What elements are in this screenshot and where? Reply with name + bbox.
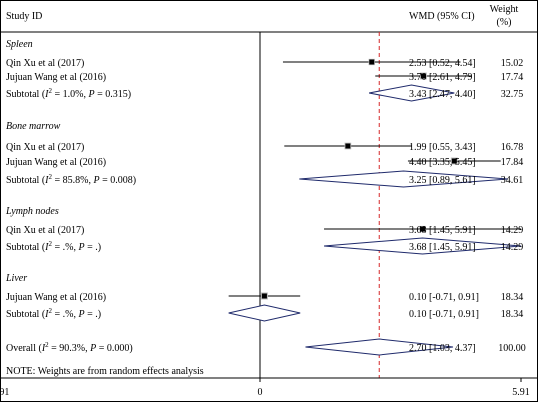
effect-ci: 0.10 [-0.71, 0.91] [409, 309, 479, 320]
subtotal-diamond [228, 304, 301, 322]
subgroup-title: Liver [5, 273, 27, 284]
effect-ci: 2.53 [0.52, 4.54] [409, 58, 476, 69]
subtotal-label: Subtotal (I2 = 85.8%, P = 0.008) [6, 173, 136, 186]
weight-value: 14.29 [501, 242, 524, 253]
effect-ci: 3.68 [1.45, 5.91] [409, 242, 476, 253]
point-estimate [451, 158, 457, 164]
overall-label: Overall (I2 = 90.3%, P = 0.000) [6, 341, 133, 354]
subgroup-title: Lymph nodes [5, 206, 59, 217]
header-weight-unit: (%) [497, 17, 512, 28]
overall-diamond [305, 338, 454, 356]
subtotal-diamond [299, 170, 508, 188]
study-label: Jujuan Wang et al (2016) [6, 157, 106, 168]
point-estimate [261, 293, 267, 299]
effect-ci: 1.99 [0.55, 3.43] [409, 142, 476, 153]
study-label: Qin Xu et al (2017) [6, 225, 84, 236]
weight-value: 14.29 [501, 225, 524, 236]
subtotal-diamond [368, 84, 455, 102]
weight-value: 15.02 [501, 58, 524, 69]
point-estimate [345, 143, 351, 149]
subtotal-diamond [323, 237, 522, 255]
header-weight: Weight [490, 4, 519, 15]
effect-ci: 3.25 [0.89, 5.61] [409, 175, 476, 186]
effect-ci: 3.70 [2.61, 4.79] [409, 72, 476, 83]
study-label: Jujuan Wang et al (2016) [6, 72, 106, 83]
study-label: Qin Xu et al (2017) [6, 58, 84, 69]
x-tick-label: 5.91 [512, 387, 530, 398]
x-tick-label: -5.91 [0, 387, 9, 398]
effect-ci: 2.70 [1.03, 4.37] [409, 343, 476, 354]
weight-value: 100.00 [498, 343, 526, 354]
weight-value: 18.34 [501, 309, 524, 320]
subgroup-title: Bone marrow [6, 121, 61, 132]
point-estimate [420, 226, 426, 232]
x-tick-label: 0 [258, 387, 263, 398]
header-study-id: Study ID [6, 11, 42, 22]
weight-value: 17.84 [501, 157, 524, 168]
subtotal-label: Subtotal (I2 = .%, P = .) [6, 307, 101, 320]
subtotal-label: Subtotal (I2 = 1.0%, P = 0.315) [6, 87, 131, 100]
point-estimate [420, 73, 426, 79]
subtotal-label: Subtotal (I2 = .%, P = .) [6, 240, 101, 253]
effect-ci: 3.43 [2.47, 4.40] [409, 89, 476, 100]
weight-value: 17.74 [501, 72, 524, 83]
effect-ci: 3.68 [1.45, 5.91] [409, 225, 476, 236]
subgroup-title: Spleen [6, 39, 33, 50]
point-estimate [369, 59, 375, 65]
header-effect: WMD (95% CI) [409, 11, 475, 22]
weight-value: 18.34 [501, 292, 524, 303]
study-label: Jujuan Wang et al (2016) [6, 292, 106, 303]
weight-value: 32.75 [501, 89, 524, 100]
weight-value: 34.61 [501, 175, 524, 186]
weight-value: 16.78 [501, 142, 524, 153]
study-label: Qin Xu et al (2017) [6, 142, 84, 153]
effect-ci: 0.10 [-0.71, 0.91] [409, 292, 479, 303]
footnote: NOTE: Weights are from random effects an… [6, 366, 204, 377]
effect-ci: 4.40 [3.35, 5.45] [409, 157, 476, 168]
